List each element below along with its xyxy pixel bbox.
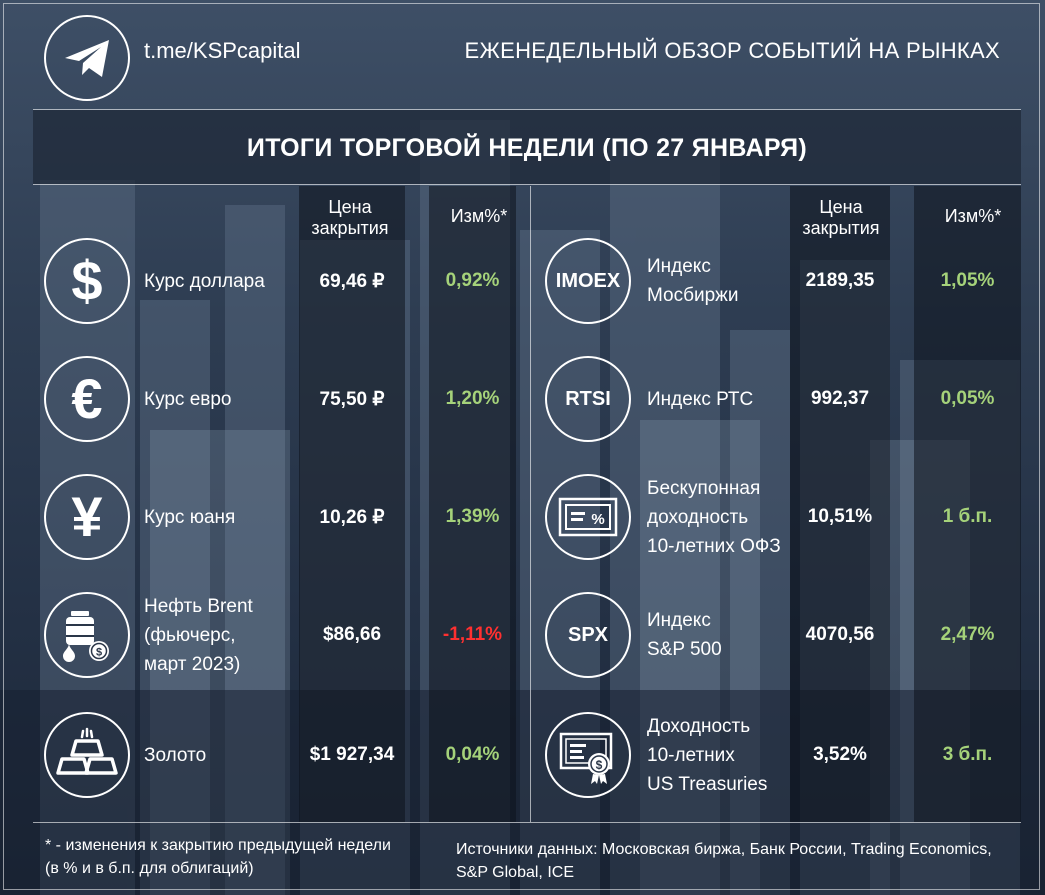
row-label-line: Нефть Brent [144, 595, 253, 617]
close-price: $1 927,34 [309, 744, 395, 765]
divider [33, 184, 1021, 185]
weekly-change: 1,20% [445, 388, 500, 409]
close-price: $86,66 [322, 624, 382, 645]
row-label: Курс доллара [144, 267, 265, 296]
row-label-line: Курс евро [144, 388, 232, 410]
bond-icon: % [545, 474, 631, 560]
weekly-change: 1,39% [445, 506, 500, 527]
right-price-header: Цена закрытия [786, 197, 896, 239]
svg-text:$: $ [96, 647, 102, 659]
sources-line: Источники данных: Московская биржа, Банк… [456, 841, 992, 858]
telegram-link[interactable]: t.me/KSPcapital [144, 38, 301, 63]
row-label-line: Бескупонная [647, 477, 761, 499]
svg-text:%: % [591, 511, 604, 528]
yuan-icon: ¥ [44, 474, 130, 560]
right-change-header: Изм%* [944, 206, 1002, 226]
left-price-header: Цена закрытия [299, 197, 401, 239]
weekly-change: 0,05% [940, 388, 995, 409]
svg-text:$: $ [596, 758, 603, 772]
sources-line: S&P Global, ICE [456, 864, 574, 881]
gold-bars-icon [44, 712, 130, 798]
row-label-line: Курс юаня [144, 506, 236, 528]
spx-icon: SPX [545, 592, 631, 678]
weekly-change: -1,11% [442, 624, 503, 645]
price-header-line: Цена [819, 197, 863, 217]
imoex-icon: IMOEX [545, 238, 631, 324]
weekly-change: 0,04% [445, 744, 500, 765]
banner-title: ИТОГИ ТОРГОВОЙ НЕДЕЛИ (ПО 27 ЯНВАРЯ) [246, 134, 808, 162]
right-price-column [790, 186, 890, 822]
left-change-header: Изм%* [450, 206, 508, 226]
dollar-icon: $ [44, 238, 130, 324]
icon-symbol: $ [71, 249, 103, 312]
column-divider [530, 186, 531, 822]
row-label-line: Индекс [647, 256, 711, 277]
row-label-line: Индекс РТС [647, 388, 754, 410]
icon-symbol: SPX [567, 624, 609, 646]
weekly-change: 3 б.п. [942, 744, 993, 765]
weekly-change: 1 б.п. [942, 506, 993, 527]
row-label-line: Доходность [647, 715, 751, 737]
data-sources: Источники данных: Московская биржа, Банк… [456, 838, 992, 884]
close-price: 3,52% [813, 744, 867, 765]
left-price-column [299, 186, 405, 822]
right-change-column [914, 186, 1021, 822]
row-label-line: март 2023) [144, 653, 241, 675]
row-label-line: 10-летних ОФЗ [647, 535, 781, 557]
footnote: * - изменения к закрытию предыдущей неде… [45, 834, 391, 880]
row-label: Золото [144, 741, 206, 770]
icon-symbol: € [71, 367, 103, 430]
row-label-line: S&P 500 [647, 639, 722, 660]
close-price: 10,51% [807, 506, 873, 527]
weekly-change: 0,92% [445, 270, 500, 291]
row-label: Бескупонная доходность 10-летних ОФЗ [647, 474, 781, 561]
row-label-line: Мосбиржи [647, 285, 739, 306]
weekly-change: 2,47% [940, 624, 995, 645]
header-title: ЕЖЕНЕДЕЛЬНЫЙ ОБЗОР СОБЫТИЙ НА РЫНКАХ [464, 38, 1000, 63]
rtsi-icon: RTSI [545, 356, 631, 442]
price-header-line: Цена [328, 197, 372, 217]
divider [33, 822, 1021, 823]
row-label-line: доходность [647, 506, 749, 528]
icon-symbol: ¥ [71, 485, 103, 548]
left-change-column [429, 186, 516, 822]
price-header-line: закрытия [311, 218, 389, 238]
close-price: 2189,35 [805, 270, 875, 291]
title-banner: ИТОГИ ТОРГОВОЙ НЕДЕЛИ (ПО 27 ЯНВАРЯ) [33, 110, 1021, 184]
close-price: 10,26 ₽ [319, 507, 385, 528]
icon-symbol: IMOEX [555, 270, 621, 292]
close-price: 992,37 [810, 388, 870, 409]
row-label: Курс юаня [144, 503, 235, 532]
telegram-icon [44, 15, 130, 101]
row-label-line: Индекс [647, 610, 711, 631]
price-header-line: закрытия [802, 218, 880, 238]
treasury-certificate-icon: $ [545, 712, 631, 798]
close-price: 75,50 ₽ [319, 389, 385, 410]
footnote-line: (в % и в б.п. для облигаций) [45, 860, 254, 877]
outer-frame [3, 3, 1040, 890]
euro-icon: € [44, 356, 130, 442]
row-label-line: Золото [144, 744, 207, 766]
row-label: Доходность 10-летних US Treasuries [647, 712, 767, 799]
close-price: 4070,56 [805, 624, 875, 645]
row-label: Индекс S&P 500 [647, 606, 722, 664]
icon-symbol: RTSI [565, 388, 611, 410]
row-label-line: 10-летних [647, 744, 735, 766]
row-label: Курс евро [144, 385, 232, 414]
row-label-line: Курс доллара [144, 270, 265, 292]
row-label: Индекс РТС [647, 385, 753, 414]
row-label-line: US Treasuries [647, 773, 768, 795]
row-label-line: (фьючерс, [144, 624, 236, 646]
footnote-line: * - изменения к закрытию предыдущей неде… [45, 837, 391, 854]
row-label: Нефть Brent (фьючерс, март 2023) [144, 592, 253, 679]
close-price: 69,46 ₽ [319, 271, 385, 292]
row-label: Индекс Мосбиржи [647, 252, 739, 310]
weekly-change: 1,05% [940, 270, 995, 291]
oil-barrel-icon: $ [44, 592, 130, 678]
divider [33, 109, 1021, 110]
